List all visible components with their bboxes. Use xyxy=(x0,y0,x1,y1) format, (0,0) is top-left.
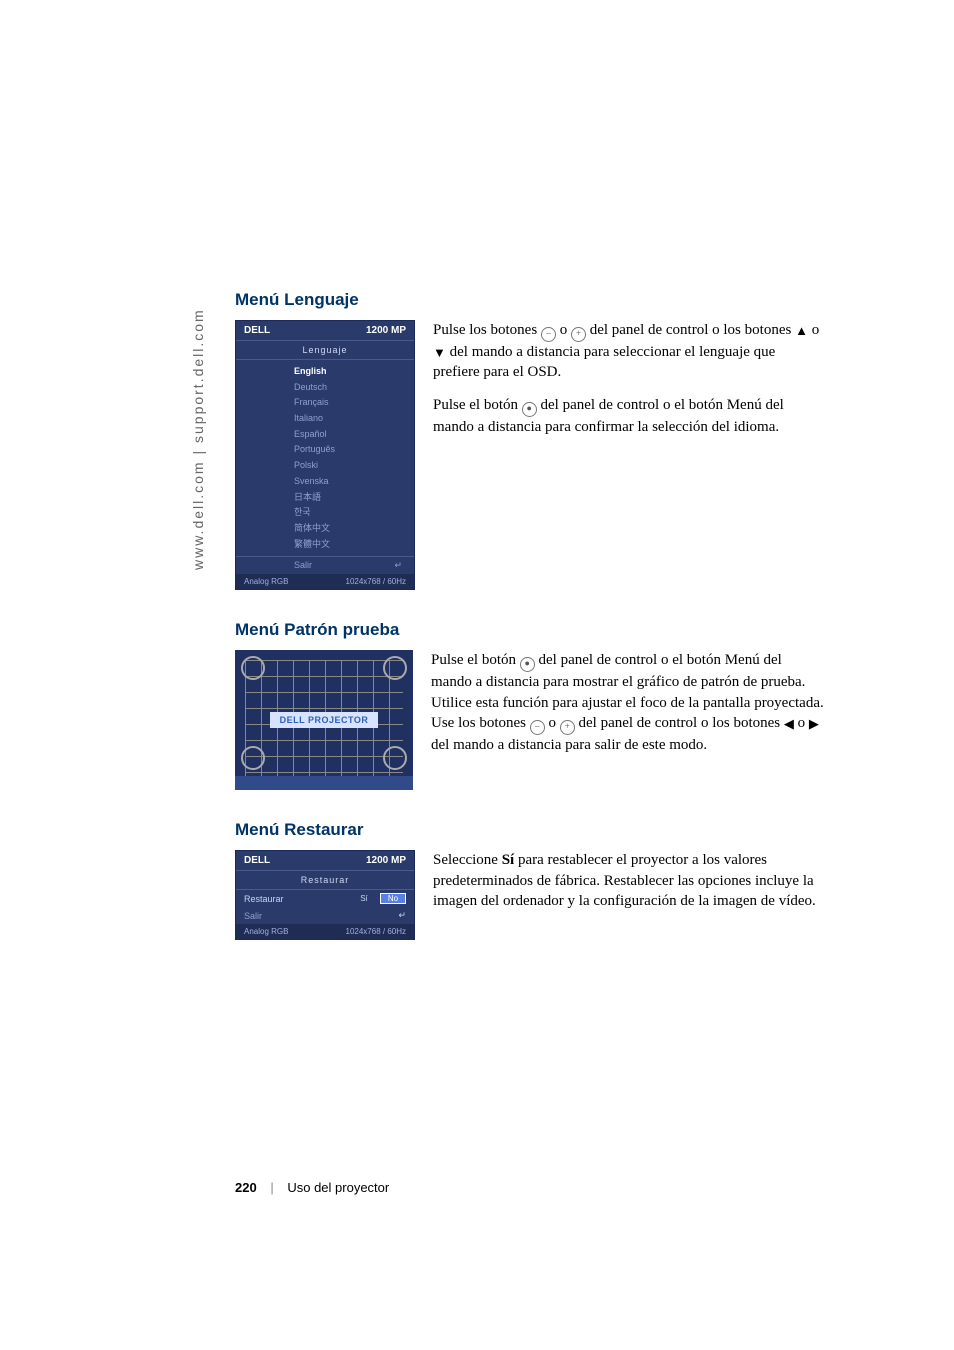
osd-lang-item: Polski xyxy=(236,458,414,474)
pattern-body-text: Pulse el botón del panel de control o el… xyxy=(431,650,824,767)
test-pattern-footer xyxy=(235,776,413,790)
osd-option-si: Sí xyxy=(352,894,376,903)
osd-footer-right: 1024x768 / 60Hz xyxy=(346,577,407,586)
section-language: Menú Lenguaje DELL 1200 MP Lenguaje Engl… xyxy=(235,290,824,590)
plus-circle-icon xyxy=(571,327,586,342)
osd-footer-left: Analog RGB xyxy=(244,577,288,586)
test-pattern-corner-icon xyxy=(383,746,407,770)
language-body-text: Pulse los botones o del panel de control… xyxy=(433,320,824,449)
section-restore: Menú Restaurar DELL 1200 MP Restaurar Re… xyxy=(235,820,824,940)
osd-footer: Analog RGB 1024x768 / 60Hz xyxy=(236,574,414,589)
page-container: www.dell.com | support.dell.com Menú Len… xyxy=(0,0,954,1350)
osd-lang-item: Español xyxy=(236,427,414,443)
osd-footer-right: 1024x768 / 60Hz xyxy=(346,927,407,936)
page-section-label: Uso del proyector xyxy=(287,1180,389,1195)
osd-brand: DELL xyxy=(244,855,270,866)
osd-exit-arrow-icon: ↵ xyxy=(394,560,402,571)
minus-circle-icon xyxy=(541,327,556,342)
osd-lang-item: Svenska xyxy=(236,474,414,490)
page-number: 220 xyxy=(235,1180,257,1195)
osd-title: Lenguaje xyxy=(236,341,414,360)
text-fragment: del panel de control o los botones xyxy=(575,715,784,731)
osd-lang-item: Deutsch xyxy=(236,380,414,396)
osd-lang-item: 한국 xyxy=(236,505,414,521)
menu-circle-icon xyxy=(520,657,535,672)
osd-exit-label: Salir xyxy=(244,911,394,921)
heading-test-pattern: Menú Patrón prueba xyxy=(235,620,824,640)
heading-restore: Menú Restaurar xyxy=(235,820,824,840)
sidebar-url: www.dell.com | support.dell.com xyxy=(190,308,206,570)
text-fragment: del mando a distancia para seleccionar e… xyxy=(433,344,775,380)
text-fragment: Pulse los botones xyxy=(433,322,541,338)
osd-language-screenshot: DELL 1200 MP Lenguaje English Deutsch Fr… xyxy=(235,320,415,590)
osd-header: DELL 1200 MP xyxy=(236,321,414,341)
right-triangle-icon: ▶ xyxy=(809,716,819,731)
osd-exit-row: Salir ↵ xyxy=(236,907,414,924)
osd-option-no: No xyxy=(380,893,406,904)
restore-para: Seleccione Sí para restablecer el proyec… xyxy=(433,850,824,911)
osd-restore-row: Restaurar Sí No xyxy=(236,890,414,907)
osd-model: 1200 MP xyxy=(366,325,406,336)
up-triangle-icon: ▲ xyxy=(795,323,808,338)
osd-lang-item: 繁體中文 xyxy=(236,537,414,553)
text-fragment: Pulse el botón xyxy=(433,397,522,413)
osd-footer-left: Analog RGB xyxy=(244,927,288,936)
test-pattern-screenshot: DELL PROJECTOR xyxy=(235,650,413,790)
osd-lang-item: 简体中文 xyxy=(236,521,414,537)
down-triangle-icon: ▼ xyxy=(433,345,446,360)
osd-exit-arrow-icon: ↵ xyxy=(398,910,406,921)
osd-lang-item: Français xyxy=(236,395,414,411)
osd-header: DELL 1200 MP xyxy=(236,851,414,871)
heading-language: Menú Lenguaje xyxy=(235,290,824,310)
text-fragment: Pulse el botón xyxy=(431,652,520,668)
left-triangle-icon: ◀ xyxy=(784,716,794,731)
text-fragment: o xyxy=(794,715,809,731)
osd-restore-body: Restaurar Sí No Salir ↵ xyxy=(236,890,414,924)
osd-footer: Analog RGB 1024x768 / 60Hz xyxy=(236,924,414,939)
language-para-1: Pulse los botones o del panel de control… xyxy=(433,320,824,383)
osd-model: 1200 MP xyxy=(366,855,406,866)
osd-language-list: English Deutsch Français Italiano Españo… xyxy=(236,360,414,556)
test-pattern-corner-icon xyxy=(383,656,407,680)
minus-circle-icon xyxy=(530,720,545,735)
osd-lang-item: Italiano xyxy=(236,411,414,427)
osd-restore-screenshot: DELL 1200 MP Restaurar Restaurar Sí No S… xyxy=(235,850,415,940)
text-fragment: o xyxy=(556,322,571,338)
osd-lang-item: English xyxy=(236,364,414,380)
osd-brand: DELL xyxy=(244,325,270,336)
test-pattern-center-label: DELL PROJECTOR xyxy=(270,712,379,728)
osd-exit-label: Salir xyxy=(294,560,312,571)
restore-bold-si: Sí xyxy=(502,852,515,868)
text-fragment: del mando a distancia para salir de este… xyxy=(431,737,707,753)
text-fragment: Seleccione xyxy=(433,852,502,868)
osd-lang-item: Português xyxy=(236,442,414,458)
text-fragment: o xyxy=(808,322,819,338)
section-test-pattern: Menú Patrón prueba DELL PROJECTOR Pulse … xyxy=(235,620,824,790)
text-fragment: del panel de control o los botones xyxy=(586,322,795,338)
page-footer: 220 | Uso del proyector xyxy=(235,1180,389,1195)
osd-lang-item: 日本語 xyxy=(236,490,414,506)
plus-circle-icon xyxy=(560,720,575,735)
restore-body-text: Seleccione Sí para restablecer el proyec… xyxy=(433,850,824,923)
menu-circle-icon xyxy=(522,402,537,417)
osd-exit-row: Salir ↵ xyxy=(236,556,414,574)
footer-separator: | xyxy=(270,1180,273,1195)
text-fragment: o xyxy=(545,715,560,731)
pattern-para: Pulse el botón del panel de control o el… xyxy=(431,650,824,755)
language-para-2: Pulse el botón del panel de control o el… xyxy=(433,395,824,437)
osd-restore-label: Restaurar xyxy=(244,894,348,904)
osd-title: Restaurar xyxy=(236,871,414,890)
